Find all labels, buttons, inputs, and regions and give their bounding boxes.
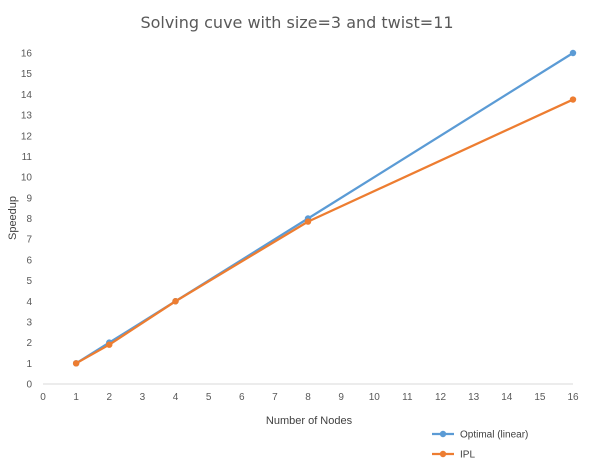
x-tick-label: 6 bbox=[239, 392, 245, 403]
series-line-1 bbox=[75, 98, 574, 365]
x-axis-label: Number of Nodes bbox=[266, 415, 353, 427]
y-tick-label: 13 bbox=[21, 111, 33, 122]
y-tick-label: 4 bbox=[26, 297, 32, 308]
chart-title: Solving cuve with size=3 and twist=11 bbox=[140, 13, 453, 32]
legend-label-0: Optimal (linear) bbox=[460, 430, 528, 441]
x-tick-label: 10 bbox=[369, 392, 381, 403]
data-point bbox=[172, 298, 179, 305]
x-tick-label: 14 bbox=[501, 392, 513, 403]
data-point bbox=[569, 96, 577, 103]
chart-series bbox=[72, 49, 577, 367]
y-tick-label: 8 bbox=[26, 214, 32, 225]
x-tick-label: 3 bbox=[140, 392, 146, 403]
legend-label-1: IPL bbox=[460, 450, 475, 461]
legend-marker-1 bbox=[439, 450, 447, 458]
y-tick-label: 6 bbox=[26, 255, 32, 266]
x-tick-label: 9 bbox=[338, 392, 344, 403]
y-tick-label: 12 bbox=[21, 131, 33, 142]
legend-marker-0 bbox=[439, 430, 447, 438]
y-tick-label: 2 bbox=[26, 338, 32, 349]
data-point bbox=[304, 218, 312, 225]
y-tick-label: 15 bbox=[21, 69, 33, 80]
chart-legend: Optimal (linear) IPL bbox=[432, 430, 528, 461]
x-tick-label: 2 bbox=[106, 392, 112, 403]
data-point bbox=[106, 341, 113, 348]
x-tick-label: 8 bbox=[305, 392, 311, 403]
x-tick-label: 1 bbox=[73, 392, 79, 403]
x-tick-label: 15 bbox=[534, 392, 546, 403]
y-axis-label: Speedup bbox=[7, 196, 19, 240]
chart-axes: 0 1 2 3 4 5 6 7 8 9 10 11 12 13 14 15 160123456789101112… bbox=[21, 49, 579, 404]
x-tick-label: 4 bbox=[173, 392, 179, 403]
y-tick-label: 5 bbox=[26, 276, 32, 287]
y-tick-label: 16 bbox=[21, 49, 33, 60]
y-tick-label: 0 bbox=[26, 380, 32, 391]
x-tick-label: 11 bbox=[402, 392, 413, 403]
x-tick-label: 16 bbox=[567, 392, 579, 403]
data-point bbox=[72, 360, 80, 367]
y-tick-label: 7 bbox=[26, 235, 32, 246]
y-tick-label: 9 bbox=[26, 193, 32, 204]
data-point bbox=[569, 49, 577, 57]
y-tick-label: 10 bbox=[21, 173, 33, 184]
y-tick-label: 14 bbox=[21, 90, 33, 101]
x-tick-label: 0 bbox=[40, 392, 46, 403]
y-tick-label: 3 bbox=[26, 317, 32, 328]
y-tick-label: 1 bbox=[26, 359, 32, 370]
y-tick-label: 11 bbox=[22, 152, 33, 163]
x-tick-label: 7 bbox=[272, 392, 278, 403]
x-tick-label: 12 bbox=[435, 392, 447, 403]
x-tick-label: 13 bbox=[468, 392, 480, 403]
x-tick-label: 5 bbox=[206, 392, 212, 403]
